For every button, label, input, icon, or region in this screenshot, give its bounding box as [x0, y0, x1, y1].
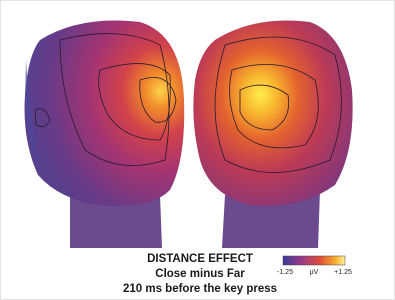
colorbar-min: -1.25: [277, 269, 293, 276]
caption-line: 210 ms before the key press: [123, 283, 277, 295]
caption-line: Close minus Far: [155, 268, 245, 280]
figure: DISTANCE EFFECT Close minus Far 210 ms b…: [0, 0, 395, 300]
caption-title: DISTANCE EFFECT: [147, 253, 253, 265]
colorbar: [283, 256, 345, 265]
colorbar-unit: µV: [310, 269, 319, 276]
colorbar-max: +1.25: [334, 269, 352, 276]
